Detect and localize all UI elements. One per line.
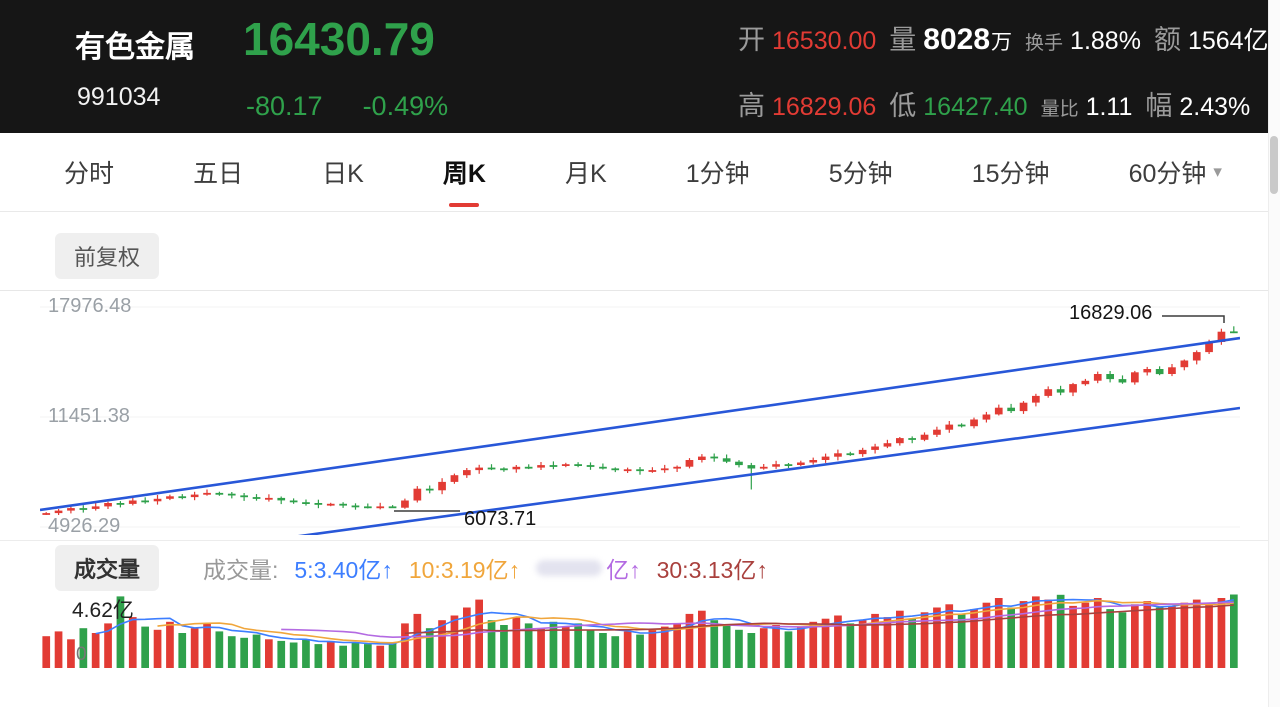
legend-ma5: 5:3.40亿↑ bbox=[294, 551, 392, 585]
stat-panel: 开16530.00 量8028万换手1.88% 额1564亿 高16829.06 低1… bbox=[738, 0, 1268, 133]
y-axis-label-mid: 11451.38 bbox=[48, 405, 130, 428]
tab-3[interactable]: 日K bbox=[320, 130, 366, 214]
stat-volume-ratio: 量比1.11 bbox=[1041, 93, 1133, 122]
tab-7[interactable]: 5分钟 bbox=[827, 130, 895, 214]
pane-divider bbox=[0, 540, 1268, 541]
stat-high: 高16829.06 bbox=[738, 84, 876, 123]
current-price: 16430.79 bbox=[243, 12, 435, 66]
kline-chart[interactable] bbox=[40, 290, 1240, 535]
legend-ma10: 10:3.19亿↑ bbox=[409, 551, 520, 585]
volume-chart[interactable] bbox=[40, 588, 1240, 668]
tab-5[interactable]: 月K bbox=[563, 130, 609, 214]
tab-6[interactable]: 1分钟 bbox=[684, 130, 752, 214]
tab-9[interactable]: 60分钟▾ bbox=[1127, 130, 1224, 214]
obscured-value bbox=[536, 560, 602, 576]
volume-legend-title: 成交量: bbox=[203, 551, 278, 585]
active-tab-underline bbox=[449, 203, 479, 207]
scrollbar-thumb[interactable] bbox=[1270, 136, 1278, 194]
stat-row-1: 开16530.00 量8028万换手1.88% 额1564亿 bbox=[738, 18, 1268, 57]
stock-header: 有色金属 991034 16430.79 -80.17 -0.49% 开1653… bbox=[0, 0, 1268, 133]
tab-4[interactable]: 周K bbox=[441, 130, 488, 214]
volume-badge[interactable]: 成交量 bbox=[55, 545, 159, 591]
price-change-percent: -0.49% bbox=[363, 91, 449, 122]
high-price-annotation: 16829.06 bbox=[1069, 302, 1152, 325]
stat-amplitude: 幅2.43% bbox=[1145, 84, 1250, 123]
price-change: -80.17 bbox=[246, 91, 323, 122]
volume-axis-max: 4.62亿 bbox=[72, 594, 134, 624]
adjust-mode-badge[interactable]: 前复权 bbox=[55, 233, 159, 279]
stock-code: 991034 bbox=[77, 83, 160, 112]
stat-row-2: 高16829.06 低16427.40 量比1.11 幅2.43% bbox=[738, 84, 1263, 123]
legend-ma20: 亿↑ bbox=[536, 551, 641, 585]
y-axis-label-top: 17976.48 bbox=[48, 295, 131, 318]
volume-legend: 成交量: 5:3.40亿↑ 10:3.19亿↑ 亿↑ 30:3.13亿↑ bbox=[203, 551, 768, 585]
y-axis-label-bottom: 4926.29 bbox=[48, 515, 120, 538]
stock-name: 有色金属 bbox=[75, 22, 195, 66]
stat-volume: 量8028万 bbox=[889, 18, 1012, 57]
stat-low: 低16427.40 bbox=[889, 84, 1027, 123]
chevron-down-icon: ▾ bbox=[1213, 162, 1222, 182]
price-change-row: -80.17 -0.49% bbox=[246, 91, 448, 122]
legend-ma30: 30:3.13亿↑ bbox=[657, 551, 768, 585]
stat-turnover-rate: 换手1.88% bbox=[1025, 27, 1141, 56]
tab-8[interactable]: 15分钟 bbox=[970, 130, 1052, 214]
tab-bar: 分时五日日K 周K 月K 1分钟 5分钟 15分钟 60分钟▾ bbox=[0, 133, 1268, 212]
stat-open: 开16530.00 bbox=[738, 18, 876, 57]
tab-1[interactable]: 分时 bbox=[62, 130, 116, 214]
low-price-annotation: 6073.71 bbox=[464, 508, 536, 531]
stock-detail-page: 有色金属 991034 16430.79 -80.17 -0.49% 开1653… bbox=[0, 0, 1280, 707]
scrollbar-track[interactable] bbox=[1268, 0, 1280, 707]
tab-2[interactable]: 五日 bbox=[191, 130, 245, 214]
volume-axis-zero: 0 bbox=[76, 644, 87, 666]
stat-amount: 额1564亿 bbox=[1154, 18, 1268, 57]
